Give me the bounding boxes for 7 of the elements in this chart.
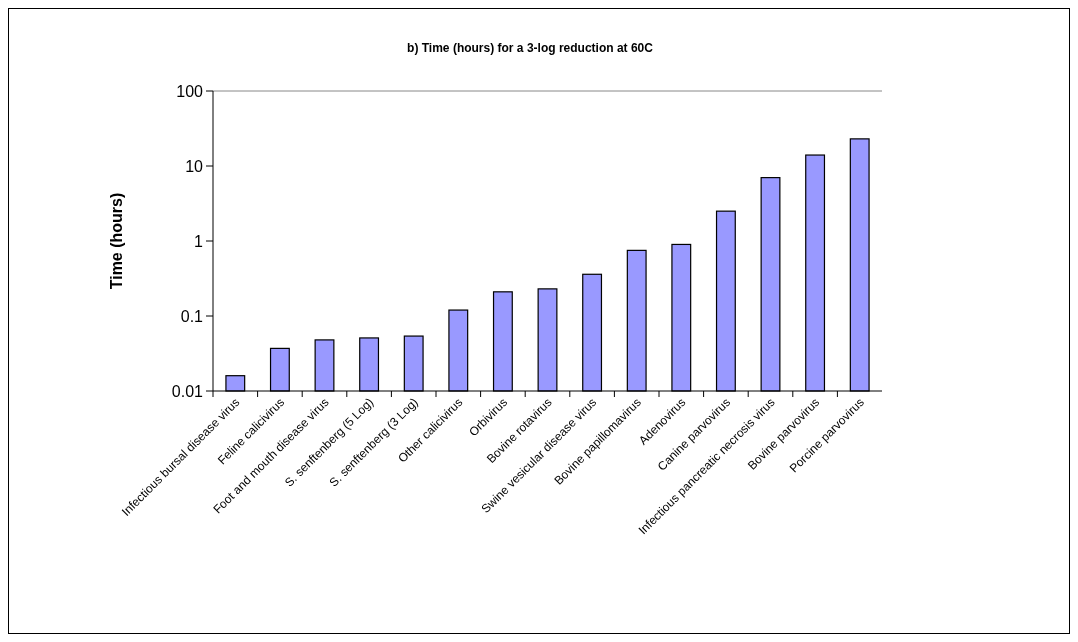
y-tick-label: 100 bbox=[176, 82, 204, 100]
y-axis-title: Time (hours) bbox=[108, 192, 125, 290]
chart-title: b) Time (hours) for a 3-log reduction at 60C bbox=[407, 41, 654, 55]
y-tick-label: 0.1 bbox=[180, 307, 204, 325]
y-tick-label: 1 bbox=[194, 232, 204, 250]
y-tick-label: 0.01 bbox=[171, 382, 204, 400]
y-tick-label: 10 bbox=[185, 157, 204, 175]
